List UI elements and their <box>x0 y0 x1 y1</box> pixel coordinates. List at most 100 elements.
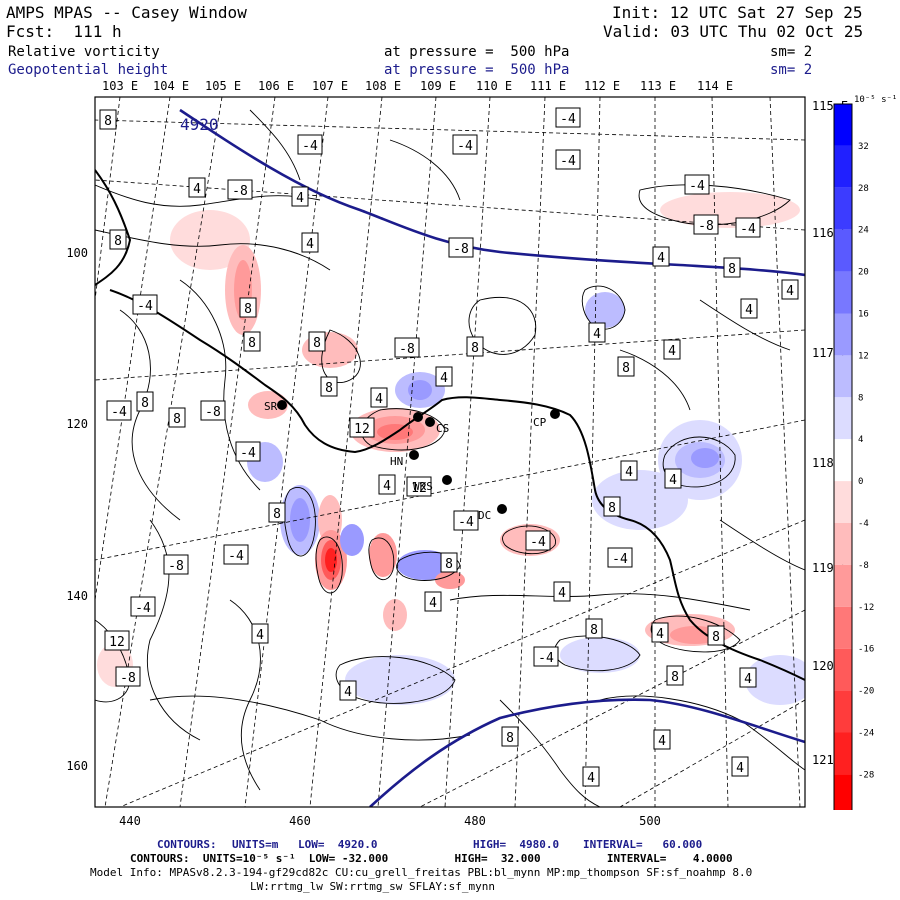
colorbar-tick-label: -12 <box>858 603 874 613</box>
contour-value: 12 <box>411 481 427 496</box>
station-dot <box>425 417 435 427</box>
footer-height-interval: INTERVAL= 60.000 <box>583 838 703 851</box>
contour-box-frame <box>109 229 127 250</box>
contour-box-frame <box>223 544 249 565</box>
contour-box-frame <box>168 407 186 428</box>
contour-box-frame <box>104 630 130 651</box>
footer-height-label: CONTOURS: <box>157 838 217 851</box>
contour-value: -8 <box>453 242 469 257</box>
contour-value-box: -8 <box>227 179 253 200</box>
x-axis-ticks: 440 460 480 500 <box>119 814 661 828</box>
contour-box-frame <box>453 510 479 531</box>
contour-value-box: -4 <box>130 596 156 617</box>
contour-box-frame <box>617 356 635 377</box>
contour-box-frame <box>99 109 117 130</box>
contour-value-box: 8 <box>99 109 117 130</box>
contour-value: 4 <box>744 672 752 687</box>
contour-value-box: -4 <box>533 646 559 667</box>
contour-value-box: 12 <box>349 417 375 438</box>
field1-name: Relative vorticity <box>8 44 160 60</box>
model-title: AMPS MPAS -- Casey Window <box>6 3 247 22</box>
y-tick-label: 120 <box>66 417 88 431</box>
contour-value: 4 <box>296 191 304 206</box>
contour-value: 12 <box>109 635 125 650</box>
contour-value-box: 4 <box>251 623 269 644</box>
contour-box-frame <box>731 756 749 777</box>
contour-value-box: 4 <box>740 298 758 319</box>
contour-box-frame <box>301 232 319 253</box>
geopotential-contours <box>179 108 805 807</box>
x-tick-label: 480 <box>464 814 486 828</box>
colorbar-tick-label: 8 <box>858 393 863 403</box>
vorticity-shading <box>97 192 805 705</box>
colorbar-swatch <box>834 481 852 523</box>
colorbar-swatch <box>834 606 852 649</box>
map-frame <box>94 96 806 808</box>
contour-box-frame <box>735 217 761 238</box>
colorbar-tick-label: 0 <box>858 477 863 487</box>
contour-box-frame <box>707 625 725 646</box>
top-longitude-label: 103 E <box>102 79 139 93</box>
contour-value-box: 4 <box>553 581 571 602</box>
top-longitude-label: 112 E <box>584 79 621 93</box>
contour-value-box: -4 <box>132 294 158 315</box>
contour-value: -4 <box>111 405 127 420</box>
contour-value: 8 <box>712 630 720 645</box>
top-longitude-label: 105 E <box>205 79 242 93</box>
contour-box-frame <box>693 214 719 235</box>
contour-box-frame <box>320 376 338 397</box>
contour-value-box: -4 <box>684 174 710 195</box>
contour-box-frame <box>308 331 326 352</box>
contour-value: 8 <box>141 396 149 411</box>
contour-value-box: 8 <box>136 391 154 412</box>
contour-value: 4 <box>736 761 744 776</box>
contour-value-box: -8 <box>448 237 474 258</box>
contour-value-box: 8 <box>666 665 684 686</box>
colorbar-swatch <box>834 355 852 398</box>
colorbar-swatch <box>834 313 852 356</box>
station-markers: SR CP CS HN WKS DC <box>264 400 560 522</box>
station-dot <box>442 475 452 485</box>
contour-value: -4 <box>137 299 153 314</box>
footer-vorticity-contours: CONTOURS: UNITS=10⁻⁵ s⁻¹ LOW= -32.000 HI… <box>130 852 733 865</box>
contour-value: -4 <box>538 651 554 666</box>
contour-value-box: 4 <box>731 756 749 777</box>
field2-level: at pressure = 500 hPa <box>384 62 570 78</box>
contour-value: -4 <box>302 139 318 154</box>
contour-value: 4 <box>625 465 633 480</box>
y-axis-ticks: 100 120 140 160 <box>66 246 88 773</box>
contour-value: -4 <box>135 601 151 616</box>
contour-box-frame <box>607 547 633 568</box>
contour-value-box: 8 <box>723 257 741 278</box>
contour-value-box: -4 <box>735 217 761 238</box>
contour-value-box: 12 <box>104 630 130 651</box>
field1-level: at pressure = 500 hPa <box>384 44 570 60</box>
contour-value: 4 <box>256 628 264 643</box>
contour-value: 8 <box>173 412 181 427</box>
contour-value-box: -4 <box>235 441 261 462</box>
contour-value-box: 8 <box>268 502 286 523</box>
height-contour-label: 4920 <box>180 115 219 134</box>
colorbar-swatch <box>834 229 852 272</box>
contour-value: 4 <box>657 251 665 266</box>
contour-value: 4 <box>440 371 448 386</box>
contour-box-frame <box>424 591 442 612</box>
station-label: HN <box>390 455 403 468</box>
contour-box-frame <box>452 134 478 155</box>
contour-box-frame <box>781 279 799 300</box>
contour-value: 8 <box>471 341 479 356</box>
top-longitude-label: 113 E <box>640 79 677 93</box>
colorbar-swatch <box>834 732 852 775</box>
colorbar-unit: 10⁻⁵ s⁻¹ <box>854 95 897 105</box>
contour-box-frame <box>406 476 432 497</box>
contour-value: -8 <box>399 342 415 357</box>
contour-box-frame <box>603 496 621 517</box>
contour-box-frame <box>652 246 670 267</box>
colorbar-frame <box>833 103 853 810</box>
contour-value-box: 4 <box>651 622 669 643</box>
contour-box-frame <box>555 107 581 128</box>
contour-box-frame <box>115 666 141 687</box>
contour-value-box: -8 <box>163 554 189 575</box>
